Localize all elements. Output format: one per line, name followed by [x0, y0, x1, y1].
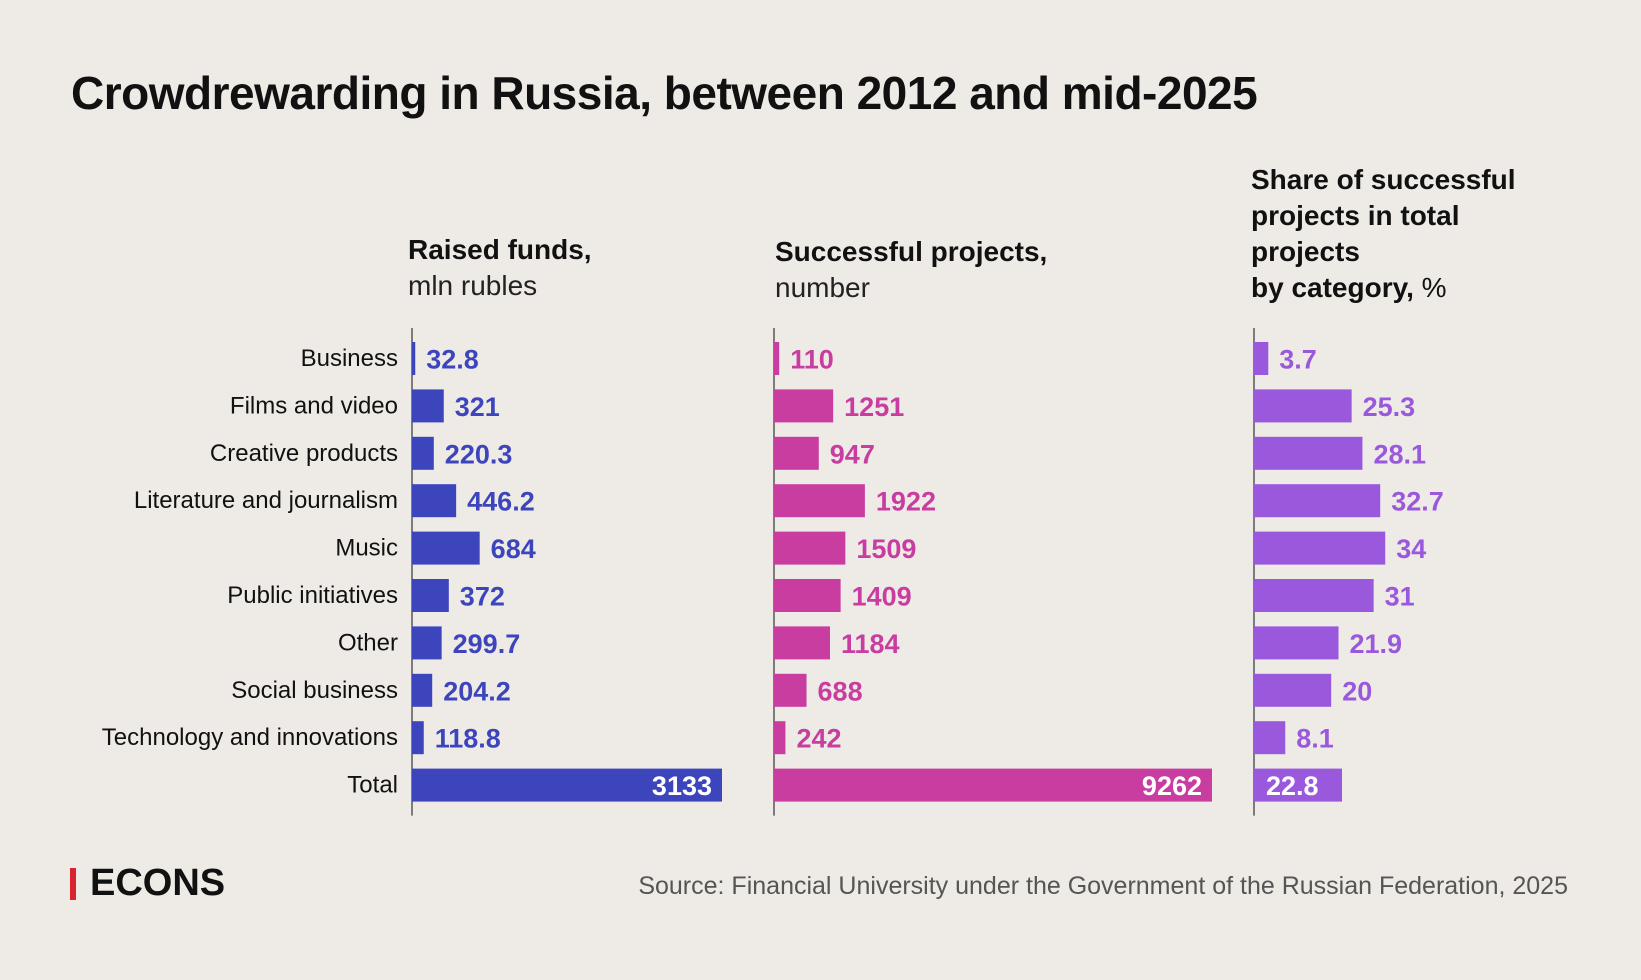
funds-header-unit: mln rubles — [408, 270, 538, 301]
projects-bar — [774, 342, 780, 375]
funds-bar — [412, 531, 480, 565]
chart-title: Crowdrewarding in Russia, between 2012 a… — [71, 67, 1258, 119]
projects-bar — [774, 579, 841, 612]
category-label: Literature and journalism — [134, 487, 398, 514]
funds-value-label: 299.7 — [453, 629, 521, 659]
share-value-label: 22.8 — [1266, 771, 1319, 801]
projects-bar — [774, 626, 830, 660]
category-label: Total — [347, 772, 398, 799]
projects-value-label: 9262 — [1142, 771, 1202, 801]
projects-bar — [774, 721, 786, 755]
share-value-label: 3.7 — [1279, 345, 1317, 375]
share-bar — [1254, 721, 1286, 755]
share-bar — [1254, 436, 1363, 470]
funds-bar — [412, 389, 444, 423]
share-bar — [1254, 768, 1342, 802]
funds-value-label: 32.8 — [426, 345, 479, 375]
share-header-text: Share of successful projects in total pr… — [1251, 164, 1516, 303]
share-header-unit: % — [1421, 272, 1447, 303]
funds-value-label: 3133 — [652, 771, 712, 801]
share-bar — [1254, 673, 1332, 707]
funds-value-label: 446.2 — [467, 487, 535, 517]
source-note: Source: Financial University under the G… — [638, 872, 1568, 900]
funds-value-label: 684 — [491, 534, 536, 564]
share-bar — [1254, 531, 1386, 565]
share-bar — [1254, 342, 1269, 375]
funds-value-label: 220.3 — [445, 439, 513, 469]
projects-value-label: 1509 — [856, 534, 916, 564]
projects-value-label: 1922 — [876, 487, 936, 517]
share-value-label: 34 — [1396, 534, 1426, 564]
projects-value-label: 1184 — [841, 629, 900, 659]
projects-header-title: Successful projects, — [775, 236, 1048, 267]
category-label: Music — [335, 535, 398, 562]
funds-bar — [412, 579, 449, 612]
share-bar — [1254, 484, 1381, 518]
category-label: Other — [338, 629, 398, 656]
funds-bar — [412, 342, 416, 375]
share-value-label: 25.3 — [1363, 392, 1416, 422]
category-label: Creative products — [210, 440, 398, 467]
category-label: Technology and innovations — [102, 724, 398, 751]
share-value-label: 28.1 — [1373, 439, 1426, 469]
econs-logo: ECONS — [70, 862, 225, 905]
share-value-label: 31 — [1385, 582, 1415, 612]
projects-bar — [774, 768, 1212, 802]
share-value-label: 32.7 — [1391, 487, 1444, 517]
share-value-label: 21.9 — [1350, 629, 1403, 659]
share-bar — [1254, 389, 1352, 423]
projects-bar — [774, 389, 834, 423]
projects-column-header: Successful projects, number — [775, 234, 1047, 306]
funds-value-label: 204.2 — [443, 676, 511, 706]
funds-column-header: Raised funds, mln rubles — [408, 232, 592, 304]
funds-bar — [412, 768, 722, 802]
share-value-label: 20 — [1342, 676, 1372, 706]
funds-value-label: 321 — [455, 392, 500, 422]
share-column-header: Share of successful projects in total pr… — [1251, 162, 1516, 306]
projects-value-label: 688 — [818, 676, 863, 706]
share-bar — [1254, 579, 1374, 612]
funds-value-label: 118.8 — [435, 724, 501, 754]
projects-bar — [774, 436, 819, 470]
share-header-title: Share of successful projects in total pr… — [1251, 162, 1516, 306]
projects-value-label: 947 — [830, 439, 875, 469]
projects-value-label: 1251 — [844, 392, 904, 422]
funds-bar — [412, 673, 433, 707]
funds-bar — [412, 721, 424, 755]
logo-accent-bar — [70, 867, 76, 900]
projects-value-label: 1409 — [852, 582, 912, 612]
category-label: Social business — [231, 677, 398, 704]
category-label: Business — [301, 345, 398, 372]
category-label: Public initiatives — [227, 582, 398, 609]
projects-value-label: 242 — [796, 724, 841, 754]
share-value-label: 8.1 — [1296, 724, 1334, 754]
funds-bar — [412, 436, 434, 470]
funds-header-title: Raised funds, — [408, 234, 592, 265]
logo-text: ECONS — [90, 862, 226, 904]
funds-bar — [412, 626, 442, 660]
projects-bar — [774, 673, 807, 707]
category-label: Films and video — [230, 392, 398, 419]
projects-header-unit: number — [775, 272, 870, 303]
projects-bar — [774, 484, 865, 518]
projects-bar — [774, 531, 846, 565]
projects-value-label: 110 — [790, 345, 834, 375]
share-bar — [1254, 626, 1339, 660]
funds-bar — [412, 484, 457, 518]
funds-value-label: 372 — [460, 582, 505, 612]
